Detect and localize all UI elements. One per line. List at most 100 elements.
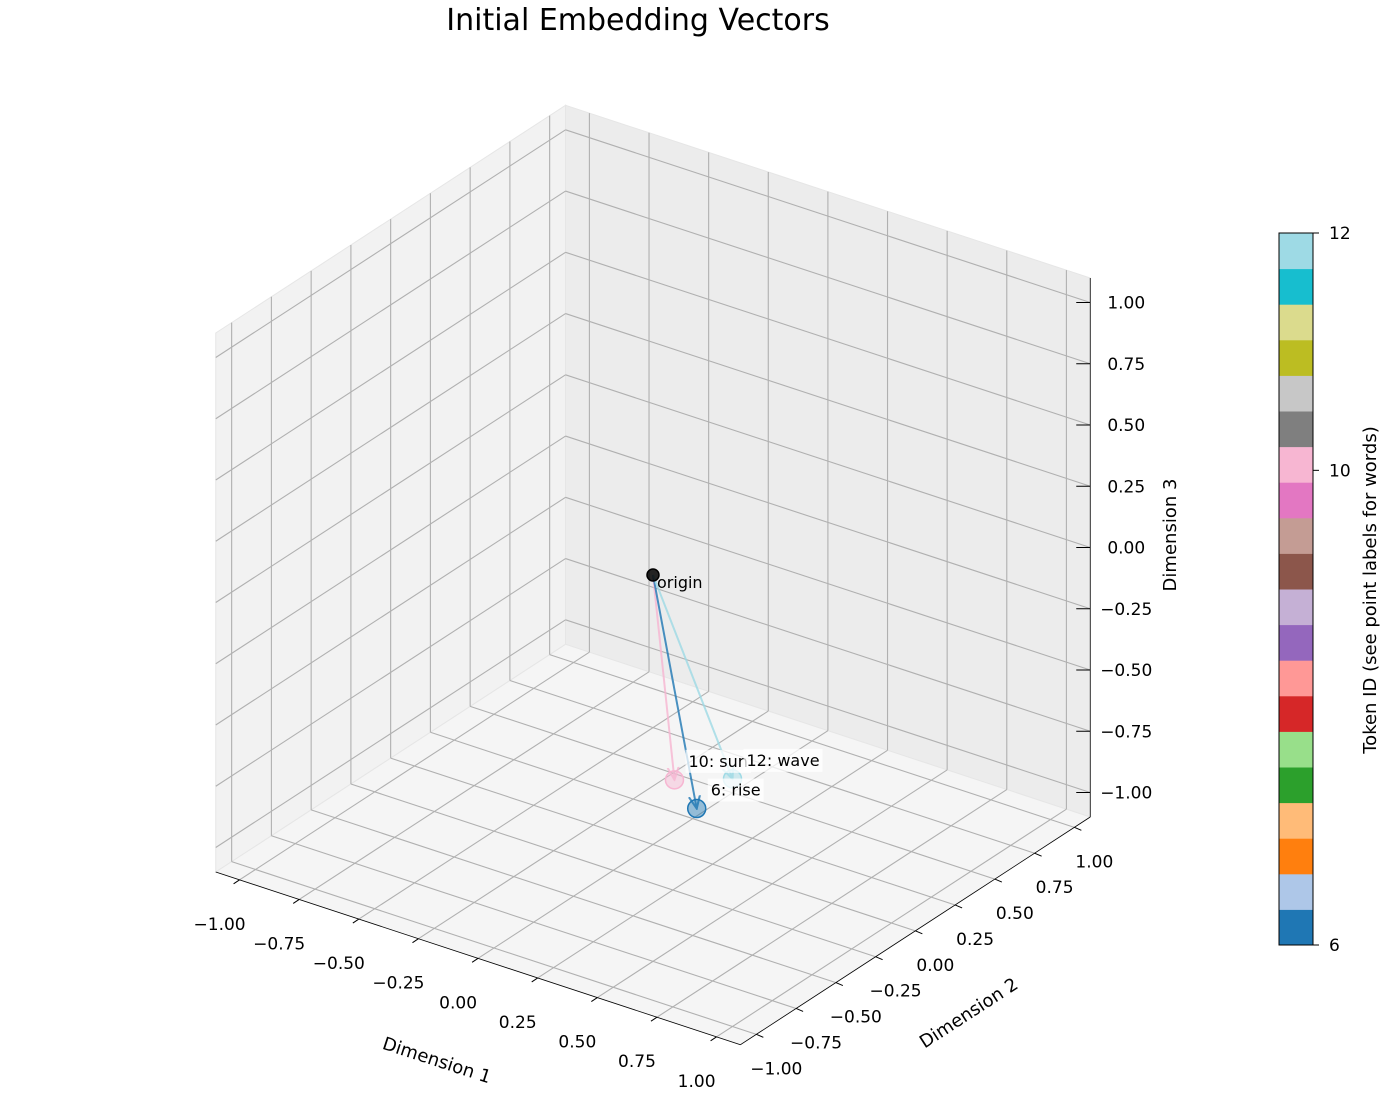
grid-line (231, 861, 757, 1035)
z-tick-label: −0.25 (1100, 600, 1152, 620)
colorbar-segment (1279, 339, 1313, 376)
y-tick (1074, 826, 1082, 831)
grid-line (565, 313, 1091, 487)
z-tick-label: 0.25 (1107, 477, 1145, 497)
x-tick-label: −1.00 (194, 915, 246, 935)
z-tick-label: 1.00 (1107, 294, 1145, 314)
grid-line (565, 619, 1091, 794)
label-box (743, 748, 823, 772)
grid-line (565, 190, 1091, 365)
colorbar-segment (1279, 411, 1313, 448)
z-tick-label: 0.00 (1107, 539, 1145, 559)
colorbar-segment (1279, 304, 1313, 341)
x-tick (471, 957, 479, 963)
grid-line (565, 496, 1091, 671)
axis-line (740, 816, 1091, 1046)
x-tick (710, 1036, 717, 1042)
y-tick (756, 1033, 764, 1038)
grid-line (565, 129, 1091, 304)
point (646, 568, 660, 582)
x-tick-label: −0.50 (313, 954, 365, 974)
grid-line (215, 619, 566, 848)
y-tick (835, 982, 844, 987)
x-tick (412, 938, 419, 944)
panes (214, 104, 1092, 1046)
grid-line (271, 835, 797, 1009)
axes: −1.00−0.75−0.50−0.250.000.250.500.751.00… (194, 278, 1181, 1092)
colorbar-tick-label: 10 (1329, 461, 1351, 481)
grid-line (215, 496, 566, 726)
x-tick-label: −0.25 (372, 974, 424, 994)
colorbar-segment (1279, 589, 1313, 626)
plot-data: origin 10: sun 6: rise 12: wave (646, 568, 823, 819)
x-tick-label: 0.00 (439, 993, 477, 1013)
point-label: 6: rise (711, 781, 761, 800)
grid-line (390, 757, 916, 932)
y-tick-label: −0.75 (790, 1033, 842, 1053)
colorbar-segment (1279, 233, 1313, 270)
grid-line (565, 251, 1091, 426)
y-tick-label: 0.50 (996, 904, 1034, 924)
point-label: origin (657, 573, 703, 592)
colorbar: 6 10 12 Token ID (see point labels for word… (1278, 224, 1381, 956)
colorbar-segment (1279, 767, 1313, 804)
colorbar-tick-label: 12 (1329, 224, 1351, 244)
y-tick-label: −0.50 (830, 1008, 882, 1028)
grid-line (215, 190, 566, 420)
grid-line (565, 558, 1091, 732)
y-tick (795, 1008, 804, 1012)
grid-line (565, 435, 1091, 610)
x-tick (292, 899, 300, 904)
colorbar-segment (1279, 909, 1313, 946)
y-tick (954, 904, 963, 909)
grid-line (215, 435, 566, 665)
x-tick (591, 997, 598, 1003)
point (686, 798, 707, 819)
y-tick-label: 0.75 (1036, 878, 1074, 898)
y-tick (1034, 852, 1042, 857)
colorbar-segment (1279, 660, 1313, 697)
grid-line (430, 731, 956, 906)
x-tick-label: −0.75 (253, 934, 305, 954)
y-tick-label: −1.00 (750, 1059, 802, 1079)
point-label: 10: sun (688, 752, 747, 771)
x-tick (650, 1016, 658, 1022)
label-box (685, 749, 751, 773)
colorbar-segment (1279, 268, 1313, 305)
axis-line (215, 871, 741, 1046)
z-tick-label: −0.50 (1100, 661, 1152, 681)
y-tick (994, 878, 1003, 883)
z-tick-label: 0.50 (1107, 416, 1145, 436)
y-tick (875, 956, 883, 961)
x-tick (352, 918, 360, 924)
chart-title: Initial Embedding Vectors (446, 3, 829, 38)
x-tick-label: 1.00 (678, 1072, 716, 1092)
x-tick-label: 0.50 (558, 1033, 596, 1053)
x-tick-label: 0.25 (499, 1013, 537, 1033)
grid-line (549, 654, 1075, 828)
y-tick (915, 930, 923, 935)
grid-line (350, 783, 876, 958)
grid-line (215, 374, 566, 603)
grid-line (565, 374, 1091, 549)
y-tick-label: 1.00 (1075, 852, 1113, 872)
z-tick-label: −1.00 (1100, 784, 1152, 804)
colorbar-segment (1279, 731, 1313, 768)
vector-arrow (652, 574, 733, 779)
point (664, 770, 685, 790)
colorbar-segment (1279, 838, 1313, 875)
grid-line (215, 251, 566, 481)
colorbar-segment (1279, 624, 1313, 661)
grid-line (215, 129, 566, 358)
colorbar-segment (1279, 375, 1313, 412)
colorbar-segment (1279, 873, 1313, 910)
x-tick (531, 977, 539, 983)
x-tick-label: 0.75 (618, 1052, 656, 1072)
point-label: 12: wave (747, 751, 820, 770)
colorbar-segment (1279, 802, 1313, 839)
x-tick (233, 879, 240, 885)
z-tick-label: 0.75 (1107, 355, 1145, 375)
colorbar-segment (1279, 482, 1313, 519)
y-tick-label: −0.25 (870, 982, 922, 1002)
grid-line (215, 313, 566, 542)
